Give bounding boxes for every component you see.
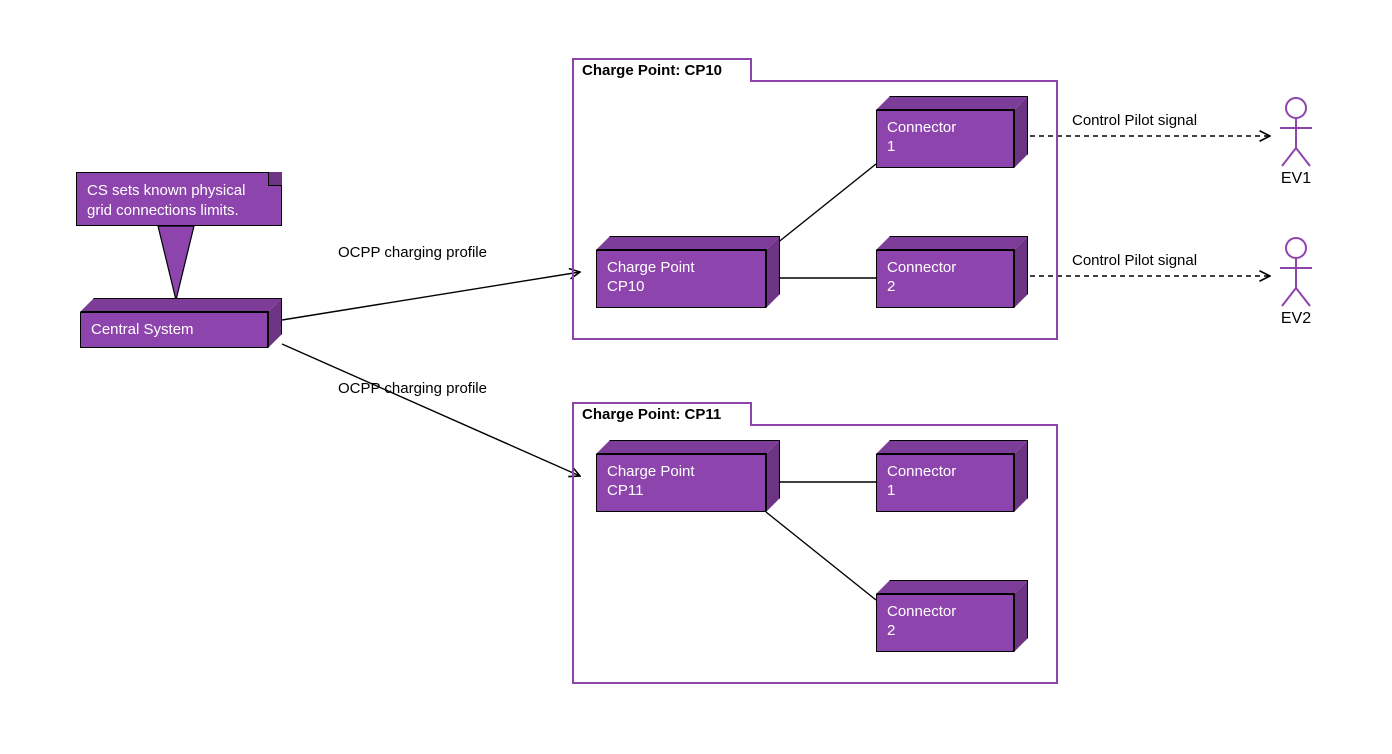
- node-cp11_main: Charge PointCP11: [596, 440, 780, 512]
- node-label: Connector1: [887, 119, 956, 155]
- actor-label-ev2: EV2: [1266, 310, 1326, 328]
- node-label: Charge PointCP10: [607, 259, 695, 295]
- edge-cs-cp11: [282, 344, 580, 476]
- actor-ev1: [1280, 98, 1312, 166]
- edge-cs-cp10: [282, 272, 580, 320]
- actor-ev2: [1280, 238, 1312, 306]
- note-text: CS sets known physical grid connections …: [87, 182, 245, 219]
- node-label: Connector2: [887, 259, 956, 295]
- edge-label-conn1-ev1: Control Pilot signal: [1072, 112, 1197, 129]
- node-label: Connector1: [887, 463, 956, 499]
- node-cp10_conn1: Connector1: [876, 96, 1028, 168]
- node-label: Connector2: [887, 603, 956, 639]
- package-title: Charge Point: CP10: [572, 58, 752, 82]
- node-cp11_conn2: Connector2: [876, 580, 1028, 652]
- actor-label-ev1: EV1: [1266, 170, 1326, 188]
- node-label: Charge PointCP11: [607, 463, 695, 499]
- node-cp11_conn1: Connector1: [876, 440, 1028, 512]
- diagram-canvas: { "canvas": { "width": 1392, "height": 7…: [0, 0, 1392, 754]
- node-label: Central System: [91, 321, 194, 338]
- edge-label-cs-cp10: OCPP charging profile: [338, 244, 487, 261]
- node-central_system: Central System: [80, 298, 282, 348]
- package-title: Charge Point: CP11: [572, 402, 752, 426]
- node-cp10_main: Charge PointCP10: [596, 236, 780, 308]
- edge-label-cs-cp11: OCPP charging profile: [338, 380, 487, 397]
- note-callout: CS sets known physical grid connections …: [76, 172, 282, 226]
- edge-label-conn2-ev2: Control Pilot signal: [1072, 252, 1197, 269]
- node-cp10_conn2: Connector2: [876, 236, 1028, 308]
